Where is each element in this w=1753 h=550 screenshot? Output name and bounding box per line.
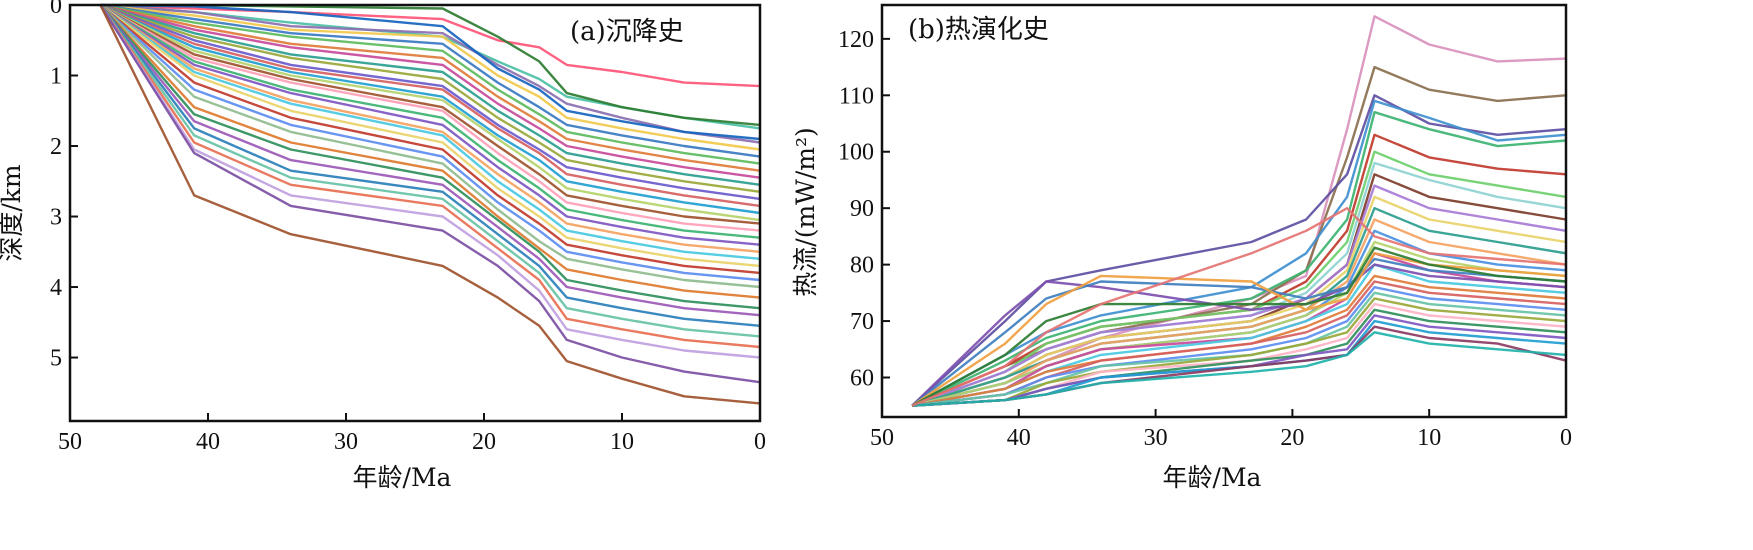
heat-flow-series-line-22 [912,297,1567,407]
heat-flow-series-line-30 [911,257,1567,407]
subsidence-x-tick-label: 0 [754,429,766,455]
heat-flow-series-line-31 [911,252,1567,407]
subsidence-chart: 50 40 30 20 10 0 0 1 2 3 4 5 (a)沉降史 年龄/Ma 深度/km [0,0,766,492]
heat-flow-panel-label: (b)热演化史 [908,15,1049,45]
subsidence-series-line-32 [99,4,761,384]
heat-flow-x-tick-label: 40 [1007,425,1031,451]
subsidence-panel-label: (a)沉降史 [570,17,684,47]
subsidence-x-tick-label: 10 [610,429,634,455]
heat-flow-series-line-3 [911,94,1567,407]
subsidence-x-tick-label: 30 [334,429,358,455]
heat-flow-y-tick-label: 60 [850,365,874,391]
heat-flow-y-tick-label: 70 [850,309,874,335]
heat-flow-x-tick-label: 0 [1560,425,1572,451]
subsidence-series-line-30 [99,4,761,349]
subsidence-series-line-28 [99,4,761,327]
heat-flow-x-tick-label: 20 [1280,425,1304,451]
heat-flow-series-line-32 [911,246,1567,407]
subsidence-y-tick-label: 0 [50,0,62,19]
heat-flow-x-axis-label: 年龄/Ma [1163,463,1262,492]
subsidence-series-line-17 [99,3,761,239]
subsidence-series-line-11 [99,3,761,201]
subsidence-series-line-7 [100,3,761,172]
heat-flow-series-group [911,15,1567,407]
subsidence-series-line-35 [100,3,761,141]
subsidence-series-line-23 [99,4,761,282]
subsidence-series-line-16 [99,3,761,232]
heat-flow-x-tick-label: 30 [1144,425,1168,451]
subsidence-y-axis-label: 深度/km [0,164,26,262]
subsidence-series-line-27 [99,4,761,317]
subsidence-series-line-8 [100,3,761,179]
heat-flow-y-tick-label: 100 [838,140,874,166]
heat-flow-series-line-33 [911,206,1567,407]
subsidence-x-axis-label: 年龄/Ma [353,463,452,492]
subsidence-x-tick-label: 50 [58,429,82,455]
subsidence-x-tick-label: 40 [196,429,220,455]
subsidence-y-tick-label: 4 [50,275,62,301]
heat-flow-series-line-20 [911,286,1567,407]
subsidence-y-tick-label: 3 [50,205,62,231]
heat-flow-series-line-5 [911,110,1567,407]
subsidence-series-line-20 [99,4,761,260]
heat-flow-series-line-4 [911,99,1567,407]
subsidence-series-line-33 [99,4,761,405]
heat-flow-y-tick-label: 110 [839,83,874,109]
heat-flow-series-line-18 [911,274,1567,407]
subsidence-series-line-14 [99,3,761,222]
subsidence-series-line-3 [100,3,761,144]
subsidence-y-tick-label: 2 [50,134,62,160]
subsidence-series-line-10 [100,3,761,193]
subsidence-series-line-4 [100,3,761,151]
subsidence-series-line-5 [100,3,761,158]
heat-flow-series-line-6 [911,133,1567,407]
subsidence-series-line-9 [100,3,761,186]
subsidence-x-tick-label: 20 [472,429,496,455]
subsidence-series-line-26 [99,4,761,310]
subsidence-series-line-19 [99,4,761,253]
heat-flow-y-tick-label: 120 [838,27,874,53]
heat-flow-y-tick-label: 90 [850,196,874,222]
heat-flow-y-tick-label: 80 [850,253,874,279]
subsidence-y-tick-label: 5 [50,346,62,372]
subsidence-y-tick-label: 1 [50,64,62,90]
subsidence-series-line-22 [99,4,761,275]
heat-flow-x-tick-label: 50 [870,425,894,451]
subsidence-series-line-24 [99,4,761,289]
subsidence-ticks: 50 40 30 20 10 0 0 1 2 3 4 5 [50,0,766,455]
heat-flow-x-tick-label: 10 [1417,425,1441,451]
subsidence-series-line-31 [99,4,761,359]
subsidence-series-line-12 [99,3,761,208]
subsidence-series-line-21 [99,4,761,268]
subsidence-plot-frame [68,3,762,423]
heat-flow-y-axis-label: 热流/(mW/m²) [791,127,820,296]
subsidence-series-line-25 [99,4,761,299]
heat-flow-plot-frame [880,3,1568,419]
subsidence-series-line-18 [99,3,761,246]
heat-flow-series-line-28 [912,331,1567,407]
subsidence-series-line-15 [99,3,761,225]
subsidence-series-line-29 [99,4,761,338]
subsidence-series-line-6 [100,3,761,165]
subsidence-series-line-13 [99,3,761,215]
heat-flow-series-line-7 [911,150,1567,407]
subsidence-series-group [99,3,761,405]
heat-flow-series-line-15 [911,240,1567,407]
heat-flow-series-line-25 [912,314,1567,407]
